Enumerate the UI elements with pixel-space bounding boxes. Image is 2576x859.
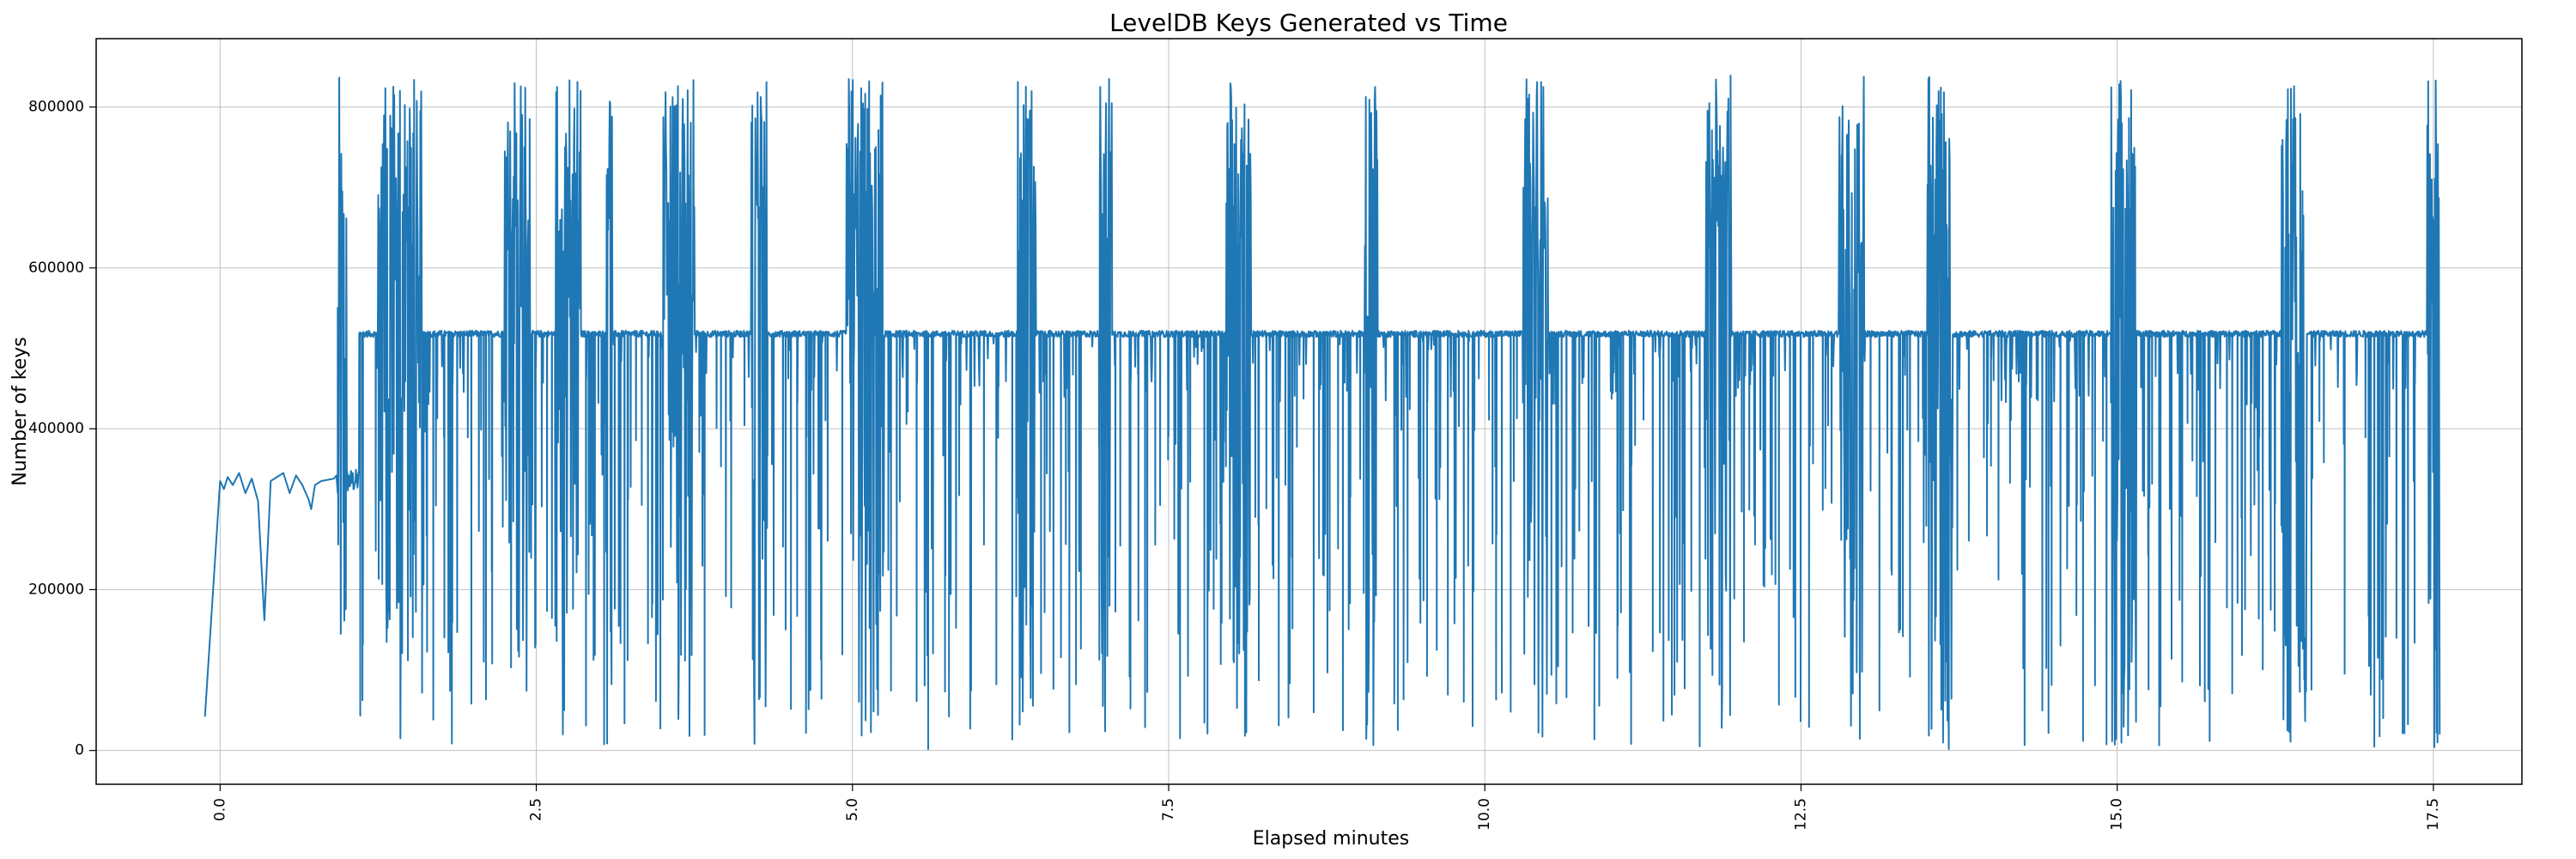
x-tick-label: 0.0: [211, 798, 228, 821]
x-axis-label: Elapsed minutes: [1253, 828, 1409, 850]
y-tick-label: 200000: [28, 581, 84, 598]
x-tick-label: 10.0: [1476, 798, 1493, 831]
series-line-keys: [204, 75, 2441, 750]
x-tick-label: 17.5: [2425, 798, 2442, 831]
x-tick-label: 2.5: [528, 798, 545, 821]
y-tick-label: 400000: [28, 420, 84, 437]
y-axis-label: Number of keys: [9, 337, 31, 486]
chart-title: LevelDB Keys Generated vs Time: [1109, 9, 1508, 37]
x-tick-label: 7.5: [1160, 798, 1177, 821]
plot-area-frame: [95, 38, 2523, 785]
y-tick-label: 0: [75, 742, 84, 759]
y-tick-label: 800000: [28, 99, 84, 116]
series-line-group: [204, 75, 2441, 750]
axis-ticks: 0.0 2.5 5.0 7.5 10.0 12.5 15.0 17.5 0 200000 40000…: [28, 99, 2442, 831]
x-tick-label: 15.0: [2109, 798, 2126, 831]
x-tick-label: 5.0: [844, 798, 861, 821]
x-tick-label: 12.5: [1792, 798, 1809, 831]
y-tick-label: 600000: [28, 259, 84, 277]
